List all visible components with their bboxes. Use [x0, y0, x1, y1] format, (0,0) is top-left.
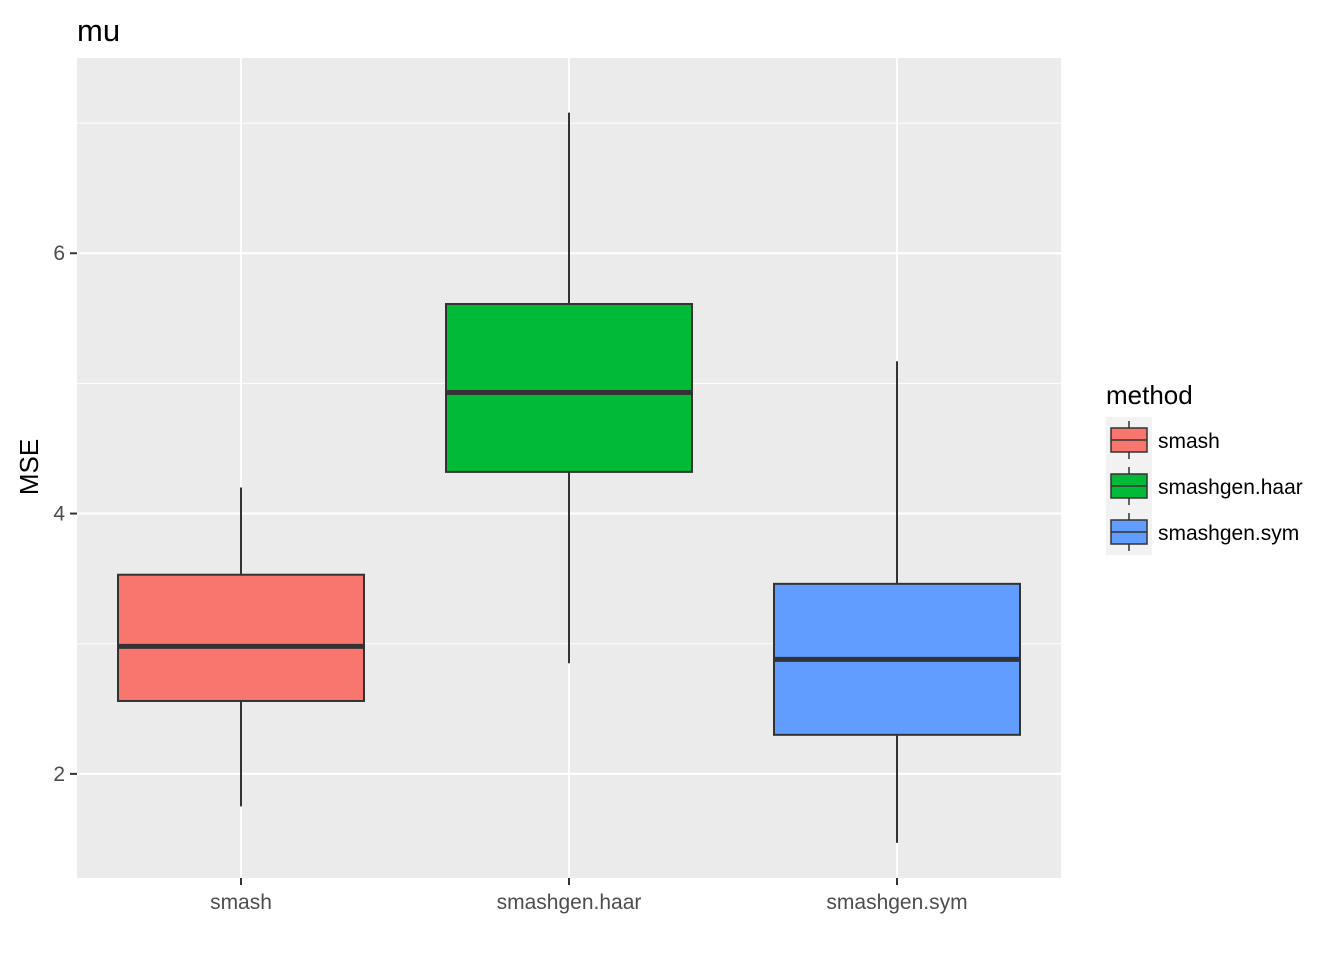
- x-tick-label: smashgen.sym: [826, 891, 967, 914]
- box-smash: [117, 487, 365, 807]
- legend-label: smashgen.haar: [1158, 476, 1303, 499]
- legend-title: method: [1106, 380, 1193, 410]
- y-tick-label: 6: [53, 242, 65, 265]
- y-tick-label: 2: [53, 763, 65, 786]
- boxes: [117, 112, 1021, 843]
- y-axis-title: MSE: [14, 439, 44, 495]
- legend-label: smashgen.sym: [1158, 522, 1299, 545]
- box-body: [117, 573, 365, 702]
- box-smashgen.haar: [445, 112, 693, 664]
- x-tick-label: smashgen.haar: [497, 891, 642, 914]
- chart-title: mu: [77, 13, 120, 48]
- legend-item-smashgen.haar: smashgen.haar: [1106, 463, 1303, 509]
- legend-item-smash: smash: [1106, 417, 1220, 463]
- box-body: [445, 303, 693, 473]
- box-smashgen.sym: [773, 361, 1021, 843]
- legend: smash smashgen.haar smashgen.sym: [1106, 417, 1303, 555]
- y-axis-ticks: 2 4 6: [53, 242, 77, 786]
- y-tick-label: 4: [53, 503, 65, 526]
- legend-label: smash: [1158, 430, 1220, 453]
- x-tick-label: smash: [210, 891, 272, 914]
- x-axis-ticks: smash smashgen.haar smashgen.sym: [210, 878, 968, 914]
- legend-item-smashgen.sym: smashgen.sym: [1106, 509, 1299, 555]
